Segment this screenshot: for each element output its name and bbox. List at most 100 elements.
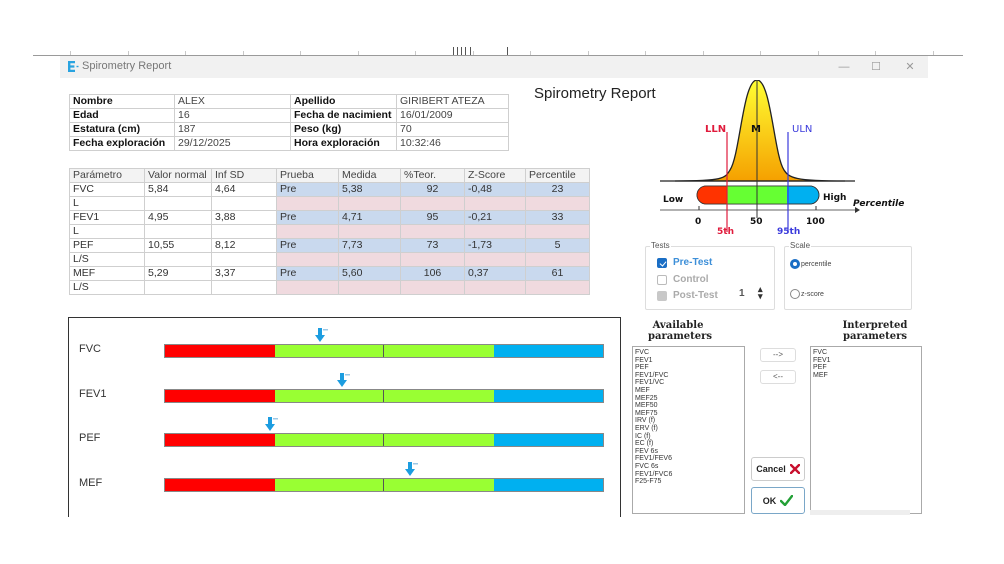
cell-param: FVC [69, 182, 145, 197]
field-label: Fecha exploración [69, 136, 175, 151]
list-item[interactable]: F25-F75 [635, 478, 662, 486]
cell-empty [338, 252, 401, 267]
parameters-table: Parámetro Valor normal Inf SD Prueba Medida%… [69, 168, 590, 295]
column-header[interactable]: Valor normal [144, 168, 212, 183]
list-item[interactable]: MEF75 [635, 409, 658, 417]
post-test-checkbox[interactable]: Post-Test [657, 290, 718, 301]
list-item[interactable]: MEF50 [635, 402, 658, 410]
checkbox-disabled-icon [657, 290, 667, 301]
patient-info-row: Nombre ALEX Apellido GIRIBERT ATEZA [69, 94, 509, 109]
minimize-button[interactable]: — [838, 61, 850, 73]
cell-inf_sd: 3,37 [211, 266, 277, 281]
cell-empty [464, 196, 526, 211]
available-parameters-list[interactable]: FVC FEV1 PEF FEV1/FVC FEV1/VC MEF MEF25 MEF50 ME… [632, 346, 745, 514]
list-item[interactable]: IC (f) [635, 432, 651, 440]
field-value: 10:32:46 [396, 136, 509, 151]
control-checkbox[interactable]: Control [657, 274, 709, 285]
percentile-bar-pef [164, 433, 604, 447]
table-unit-row: L [69, 196, 590, 211]
available-parameters-label: Available parameters [648, 320, 713, 342]
cell-empty [400, 252, 465, 267]
column-header[interactable]: Parámetro [69, 168, 145, 183]
percentile-radio[interactable]: percentile [790, 259, 831, 269]
bar-segment-green2 [384, 345, 494, 357]
cell-empty [525, 280, 590, 295]
low-label: Low [663, 195, 683, 205]
list-item[interactable]: EC (f) [635, 440, 654, 448]
cell-empty [211, 224, 277, 239]
cell-unit: L [69, 224, 145, 239]
list-item[interactable]: FEV1/FVC [635, 371, 669, 379]
table-unit-row: L/S [69, 252, 590, 267]
remove-parameter-button[interactable]: <-- [760, 370, 796, 384]
table-unit-row: L/S [69, 280, 590, 295]
add-parameter-button[interactable]: --> [760, 348, 796, 362]
cell-empty [464, 280, 526, 295]
column-header[interactable]: Percentile [525, 168, 590, 183]
close-button[interactable]: ✕ [905, 61, 915, 73]
cell-empty [276, 252, 339, 267]
list-item[interactable]: PEF [813, 364, 827, 372]
list-item[interactable]: IRV (f) [635, 417, 656, 425]
field-value: 187 [174, 122, 291, 137]
table-row[interactable]: MEF 5,29 3,37 Pre 5,60 106 0,37 61 [69, 266, 590, 281]
tooltip-strip [810, 510, 910, 515]
list-item[interactable]: FEV1 [813, 356, 831, 364]
high-label: High [823, 193, 846, 203]
maximize-button[interactable]: ☐ [871, 61, 881, 73]
list-item[interactable]: FVC 6s [635, 462, 659, 470]
bar-segment-blue [493, 390, 603, 402]
bar-segment-green2 [384, 479, 494, 491]
pre-test-marker-icon [405, 462, 419, 476]
zscore-radio[interactable]: z-score [790, 289, 824, 299]
column-header[interactable]: Medida [338, 168, 401, 183]
list-item[interactable]: FEV1/FVC6 [635, 470, 673, 478]
pre-test-checkbox[interactable]: Pre-Test [657, 257, 712, 268]
table-row[interactable]: FEV1 4,95 3,88 Pre 4,71 95 -0,21 33 [69, 210, 590, 225]
column-header[interactable]: Z-Score [464, 168, 526, 183]
cell-normal: 4,95 [144, 210, 212, 225]
cell-normal: 5,84 [144, 182, 212, 197]
list-item[interactable]: FVC [813, 349, 827, 356]
cell-zscore: 0,37 [464, 266, 526, 281]
list-item[interactable]: MEF [813, 371, 828, 379]
list-item[interactable]: FEV 6s [635, 447, 658, 455]
interpreted-parameters-list[interactable]: FVC FEV1 PEF MEF [810, 346, 922, 514]
list-item[interactable]: PEF [635, 364, 649, 372]
ruler-tick [357, 51, 359, 55]
bar-label-pef: PEF [79, 432, 101, 444]
column-header[interactable]: %Teor. [400, 168, 465, 183]
cancel-button[interactable]: Cancel [751, 457, 805, 481]
tests-group: Tests [645, 241, 775, 310]
post-test-count-spinner[interactable]: 1 ▴ ▾ [739, 284, 763, 301]
list-item[interactable]: FEV1/FEV6 [635, 455, 672, 463]
ok-button[interactable]: OK [751, 487, 805, 514]
list-item[interactable]: MEF25 [635, 394, 658, 402]
table-row[interactable]: FVC 5,84 4,64 Pre 5,38 92 -0,48 23 [69, 182, 590, 197]
field-value: ALEX [174, 94, 291, 109]
table-row[interactable]: PEF 10,55 8,12 Pre 7,73 73 -1,73 5 [69, 238, 590, 253]
cell-empty [144, 280, 212, 295]
cell-empty [276, 280, 339, 295]
bar-label-mef: MEF [79, 477, 103, 489]
spinner-arrows-icon[interactable]: ▴ ▾ [758, 284, 763, 301]
table-unit-row: L [69, 224, 590, 239]
lln-label: LLN [705, 124, 726, 135]
percentile-bar-fev1 [164, 389, 604, 403]
list-item[interactable]: FEV1/VC [635, 379, 665, 387]
list-item[interactable]: ERV (f) [635, 424, 658, 432]
list-item[interactable]: FVC [635, 349, 649, 356]
pre-test-marker-icon [315, 328, 329, 342]
field-label: Nombre [69, 94, 175, 109]
tests-legend: Tests [650, 241, 671, 250]
ruler-tick [875, 51, 876, 55]
field-label: Edad [69, 108, 175, 123]
title-bar: Spirometry Report — ☐ ✕ [60, 56, 928, 78]
cell-percentile: 33 [525, 210, 590, 225]
ok-check-icon [780, 495, 794, 506]
column-header[interactable]: Prueba [276, 168, 339, 183]
column-header[interactable]: Inf SD [211, 168, 277, 183]
list-item[interactable]: MEF [635, 386, 650, 394]
uln-label: ULN [792, 124, 812, 135]
list-item[interactable]: FEV1 [635, 356, 653, 364]
